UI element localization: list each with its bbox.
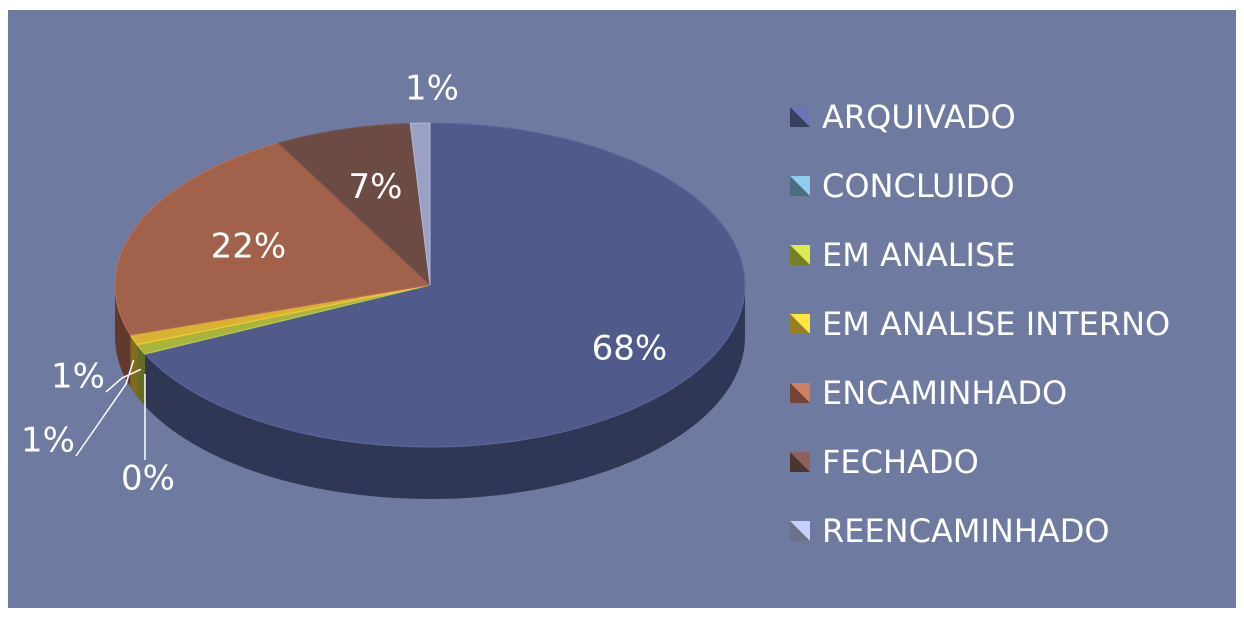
data-label: 1% xyxy=(405,69,459,109)
legend-swatch xyxy=(790,107,810,127)
pie-side xyxy=(130,335,138,397)
data-label: 1% xyxy=(21,421,75,461)
legend-label: REENCAMINHADO xyxy=(822,512,1110,550)
legend-label: EM ANALISE INTERNO xyxy=(822,305,1170,343)
legend-label: EM ANALISE xyxy=(822,236,1016,274)
pie-slice xyxy=(277,122,431,287)
pie-side xyxy=(137,344,145,406)
legend-label: ARQUIVADO xyxy=(822,98,1016,136)
legend-swatch xyxy=(790,176,810,196)
data-label: 7% xyxy=(349,167,403,207)
legend-label: FECHADO xyxy=(822,443,979,481)
leader-line xyxy=(75,359,135,457)
pie-slice xyxy=(409,122,431,286)
pie-slice xyxy=(144,122,746,448)
leader-line xyxy=(105,368,142,393)
data-label: 0% xyxy=(121,459,175,499)
legend-swatch xyxy=(790,245,810,265)
pie-slice xyxy=(114,142,432,336)
legend-label: CONCLUIDO xyxy=(822,167,1015,205)
data-label: 1% xyxy=(51,357,105,397)
legend-swatch xyxy=(790,452,810,472)
pie-side xyxy=(144,285,745,500)
legend-label: ENCAMINHADO xyxy=(822,374,1067,412)
data-label: 68% xyxy=(592,329,668,369)
legend-swatch xyxy=(790,383,810,403)
data-label: 22% xyxy=(211,227,287,267)
legend-swatch xyxy=(790,314,810,334)
legend-swatch xyxy=(790,521,810,541)
